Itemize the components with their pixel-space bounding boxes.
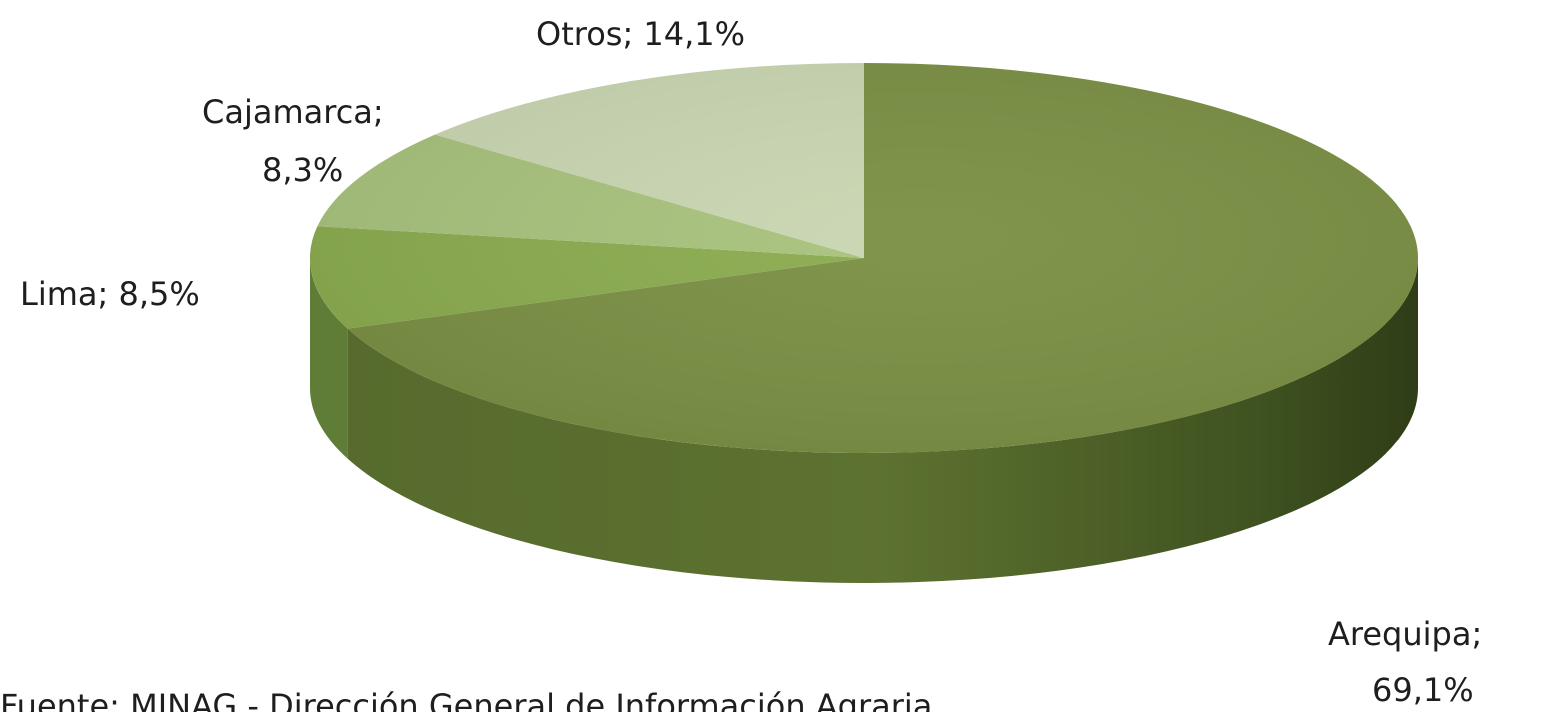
pie-side-group — [310, 258, 1419, 583]
label-arequipa-name: Arequipa; — [1328, 615, 1483, 653]
label-cajamarca-value: 8,3% — [262, 151, 344, 189]
pie-side-lima — [310, 258, 348, 459]
label-cajamarca-name: Cajamarca; — [202, 93, 384, 131]
source-text: Fuente: MINAG - Dirección General de Inf… — [0, 690, 933, 712]
label-arequipa-value: 69,1% — [1372, 671, 1474, 709]
source-note: Fuente: MINAG - Dirección General de Inf… — [0, 690, 1100, 712]
label-lima: Lima; 8,5% — [20, 275, 200, 313]
pie-top-shading — [310, 63, 1418, 453]
pie-side-arequipa — [347, 258, 1419, 583]
label-otros: Otros; 14,1% — [536, 15, 746, 53]
